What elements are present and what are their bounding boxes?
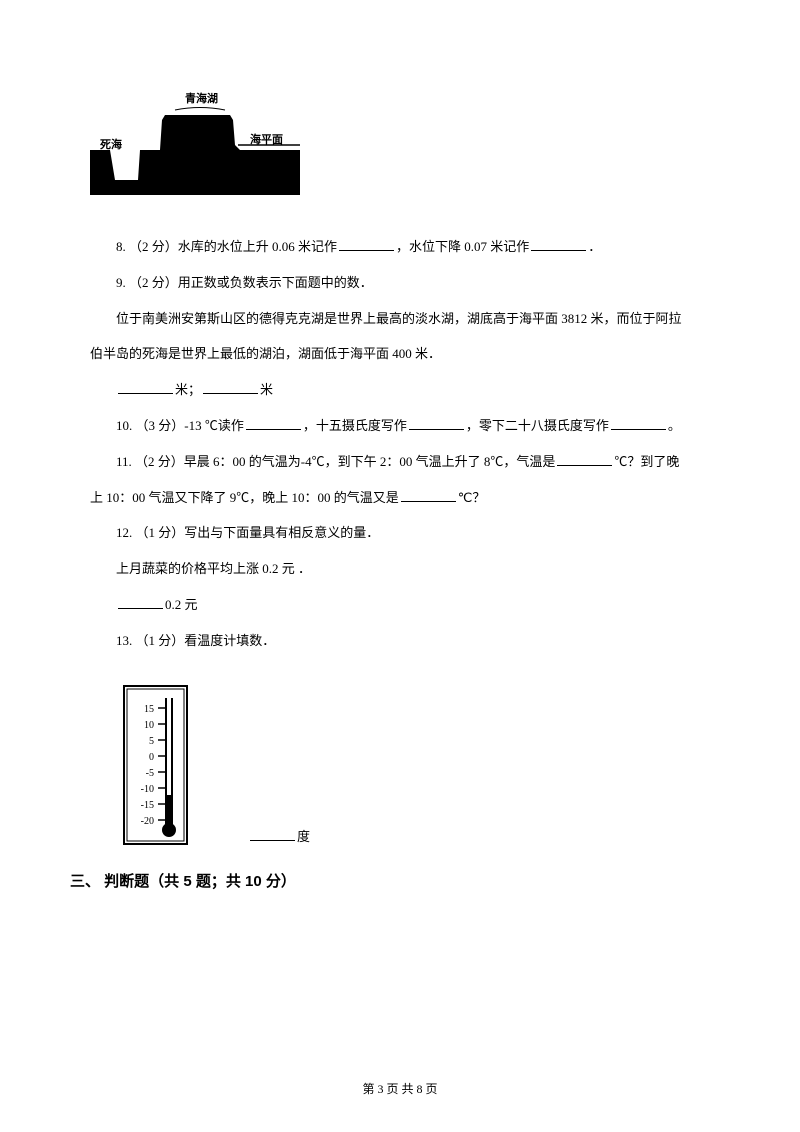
- section-3-header: 三、 判断题（共 5 题；共 10 分）: [70, 870, 710, 891]
- question-9-line4: 米； 米: [90, 373, 710, 407]
- question-9-line1: 9. （2 分）用正数或负数表示下面题中的数．: [90, 266, 710, 300]
- thermo-scale: 15 10 5 0 -5 -10 -15 -20: [141, 704, 166, 827]
- q11-l1b: ℃？到了晚: [614, 454, 679, 469]
- q10-mid2: ，零下二十八摄氏度写作: [466, 418, 609, 433]
- svg-text:-5: -5: [146, 768, 154, 779]
- q11-l2a: 上 10：00 气温又下降了 9℃，晚上 10：00 的气温又是: [90, 490, 399, 505]
- q8-end: ．: [588, 239, 601, 254]
- question-8: 8. （2 分）水库的水位上升 0.06 米记作 ，水位下降 0.07 米记作 ．: [90, 230, 710, 264]
- q12-blank: [118, 596, 163, 609]
- q9-l2: 位于南美洲安第斯山区的德得克克湖是世界上最高的淡水湖，湖底高于海平面 3812 …: [116, 311, 682, 326]
- question-12-line2: 上月蔬菜的价格平均上涨 0.2 元 ．: [90, 552, 710, 586]
- svg-text:-20: -20: [141, 816, 154, 827]
- q10-blank1: [246, 417, 301, 430]
- thermo-caption: 度: [248, 826, 310, 845]
- q10-end: 。: [668, 418, 681, 433]
- q8-blank2: [531, 238, 586, 251]
- page-footer: 第 3 页 共 8 页: [0, 1080, 800, 1097]
- question-13-line1: 13. （1 分）看温度计填数．: [90, 624, 710, 658]
- label-deadsea: 死海: [100, 137, 122, 151]
- q8-blank1: [339, 238, 394, 251]
- q12-l2: 上月蔬菜的价格平均上涨 0.2 元 ．: [116, 561, 311, 576]
- question-12-line3: 0.2 元: [90, 588, 710, 622]
- terrain-diagram: 青海湖 死海 海平面: [90, 80, 300, 195]
- terrain-svg: 青海湖 死海 海平面: [90, 80, 300, 195]
- q9-l1: 9. （2 分）用正数或负数表示下面题中的数．: [116, 275, 373, 290]
- thermo-mercury: [167, 795, 171, 830]
- q11-l2b: ℃？: [458, 490, 486, 505]
- question-12-line1: 12. （1 分）写出与下面量具有相反意义的量．: [90, 516, 710, 550]
- thermometer-row: 15 10 5 0 -5 -10 -15 -20 度: [90, 660, 710, 860]
- q12-l1: 12. （1 分）写出与下面量具有相反意义的量．: [116, 525, 379, 540]
- question-9-line2: 位于南美洲安第斯山区的德得克克湖是世界上最高的淡水湖，湖底高于海平面 3812 …: [90, 302, 710, 336]
- question-10: 10. （3 分）-13 ℃读作 ，十五摄氏度写作 ，零下二十八摄氏度写作 。: [90, 409, 710, 443]
- q12-l3end: 0.2 元: [165, 597, 198, 612]
- q10-blank2: [409, 417, 464, 430]
- svg-text:-15: -15: [141, 800, 154, 811]
- q13-blank: [250, 828, 295, 841]
- q9-blank1: [118, 381, 173, 394]
- q11-blank2: [401, 489, 456, 502]
- q8-prefix: 8. （2 分）水库的水位上升 0.06 米记作: [116, 239, 337, 254]
- q9-blank2: [203, 381, 258, 394]
- q10-mid1: ，十五摄氏度写作: [303, 418, 407, 433]
- thermo-border-outer: [124, 686, 187, 844]
- svg-text:5: 5: [149, 736, 154, 747]
- q11-blank1: [557, 453, 612, 466]
- q10-prefix: 10. （3 分）-13 ℃读作: [116, 418, 244, 433]
- svg-text:15: 15: [144, 704, 154, 715]
- label-sealevel: 海平面: [250, 132, 283, 146]
- thermometer-svg: 15 10 5 0 -5 -10 -15 -20: [118, 680, 193, 850]
- label-lake: 青海湖: [185, 91, 218, 105]
- q13-l1: 13. （1 分）看温度计填数．: [116, 633, 275, 648]
- q9-l3: 伯半岛的死海是世界上最低的湖泊，湖面低于海平面 400 米．: [90, 346, 441, 361]
- lake-arc: [175, 108, 225, 111]
- thermo-border-inner: [127, 689, 184, 841]
- q9-l4mid: 米；: [175, 382, 201, 397]
- question-11-line1: 11. （2 分）早晨 6：00 的气温为-4℃，到下午 2：00 气温上升了 …: [90, 445, 710, 479]
- svg-text:-10: -10: [141, 784, 154, 795]
- terrain-shape: [90, 115, 300, 195]
- svg-text:0: 0: [149, 752, 154, 763]
- svg-text:10: 10: [144, 720, 154, 731]
- q10-blank3: [611, 417, 666, 430]
- question-9-line3: 伯半岛的死海是世界上最低的湖泊，湖面低于海平面 400 米．: [90, 337, 710, 371]
- question-11-line2: 上 10：00 气温又下降了 9℃，晚上 10：00 的气温又是 ℃？: [90, 481, 710, 515]
- q13-capend: 度: [297, 829, 310, 844]
- q9-l4end: 米: [260, 382, 273, 397]
- q11-l1a: 11. （2 分）早晨 6：00 的气温为-4℃，到下午 2：00 气温上升了 …: [116, 454, 555, 469]
- q8-mid: ，水位下降 0.07 米记作: [396, 239, 529, 254]
